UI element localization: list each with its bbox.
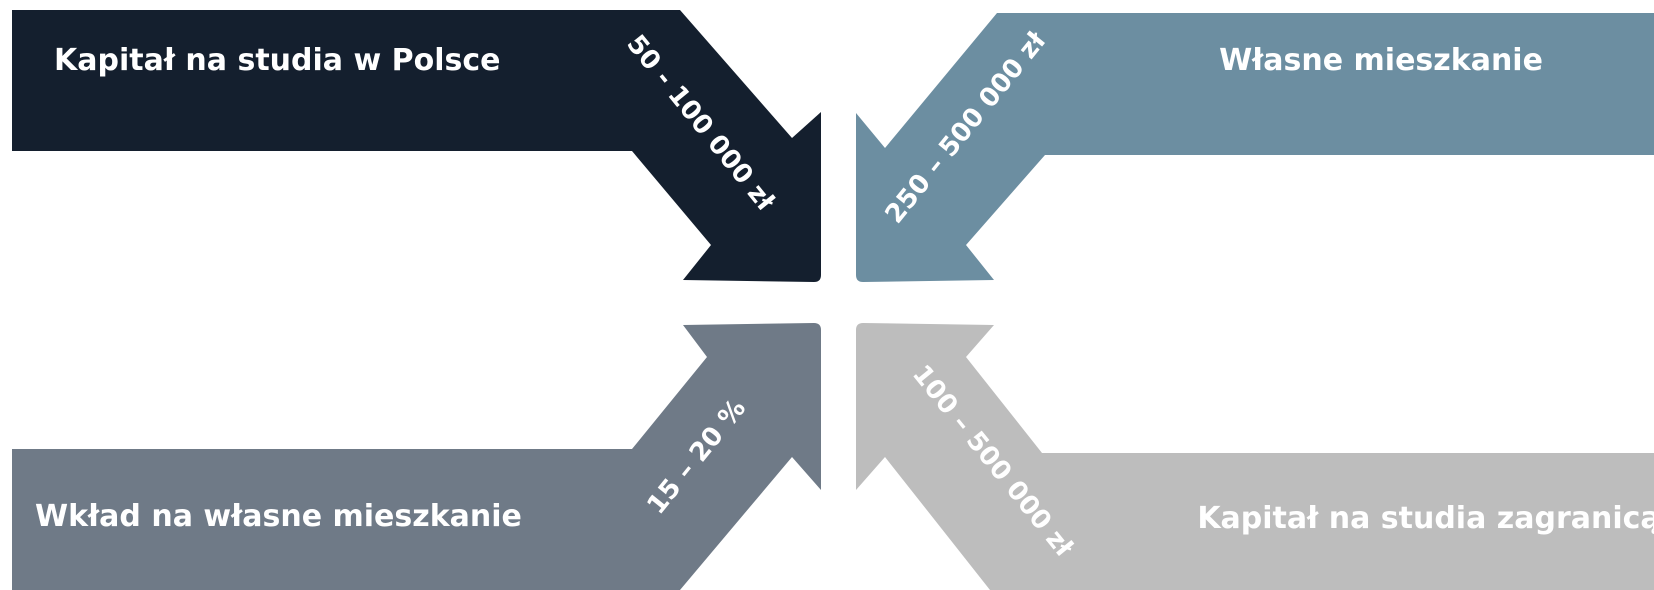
arrow-top-right-shape: [856, 13, 1654, 282]
arrow-bottom-right-title: Kapitał na studia zagranicą: [1197, 501, 1654, 536]
arrow-top-left: Kapitał na studia w Polsce 50 - 100 000 …: [12, 10, 821, 282]
arrow-bottom-left-title: Wkład na własne mieszkanie: [35, 499, 522, 534]
arrow-top-right: Własne mieszkanie 250 – 500 000 zł: [856, 13, 1654, 282]
arrow-top-left-title: Kapitał na studia w Polsce: [54, 43, 500, 78]
arrow-bottom-right-shape: [856, 323, 1654, 590]
arrow-bottom-right: Kapitał na studia zagranicą 100 – 500 00…: [856, 323, 1654, 590]
arrow-bottom-left: Wkład na własne mieszkanie 15 – 20 %: [12, 323, 821, 590]
arrow-top-left-shape: [12, 10, 821, 282]
arrow-top-right-title: Własne mieszkanie: [1219, 43, 1543, 78]
arrow-bottom-left-shape: [12, 323, 821, 590]
